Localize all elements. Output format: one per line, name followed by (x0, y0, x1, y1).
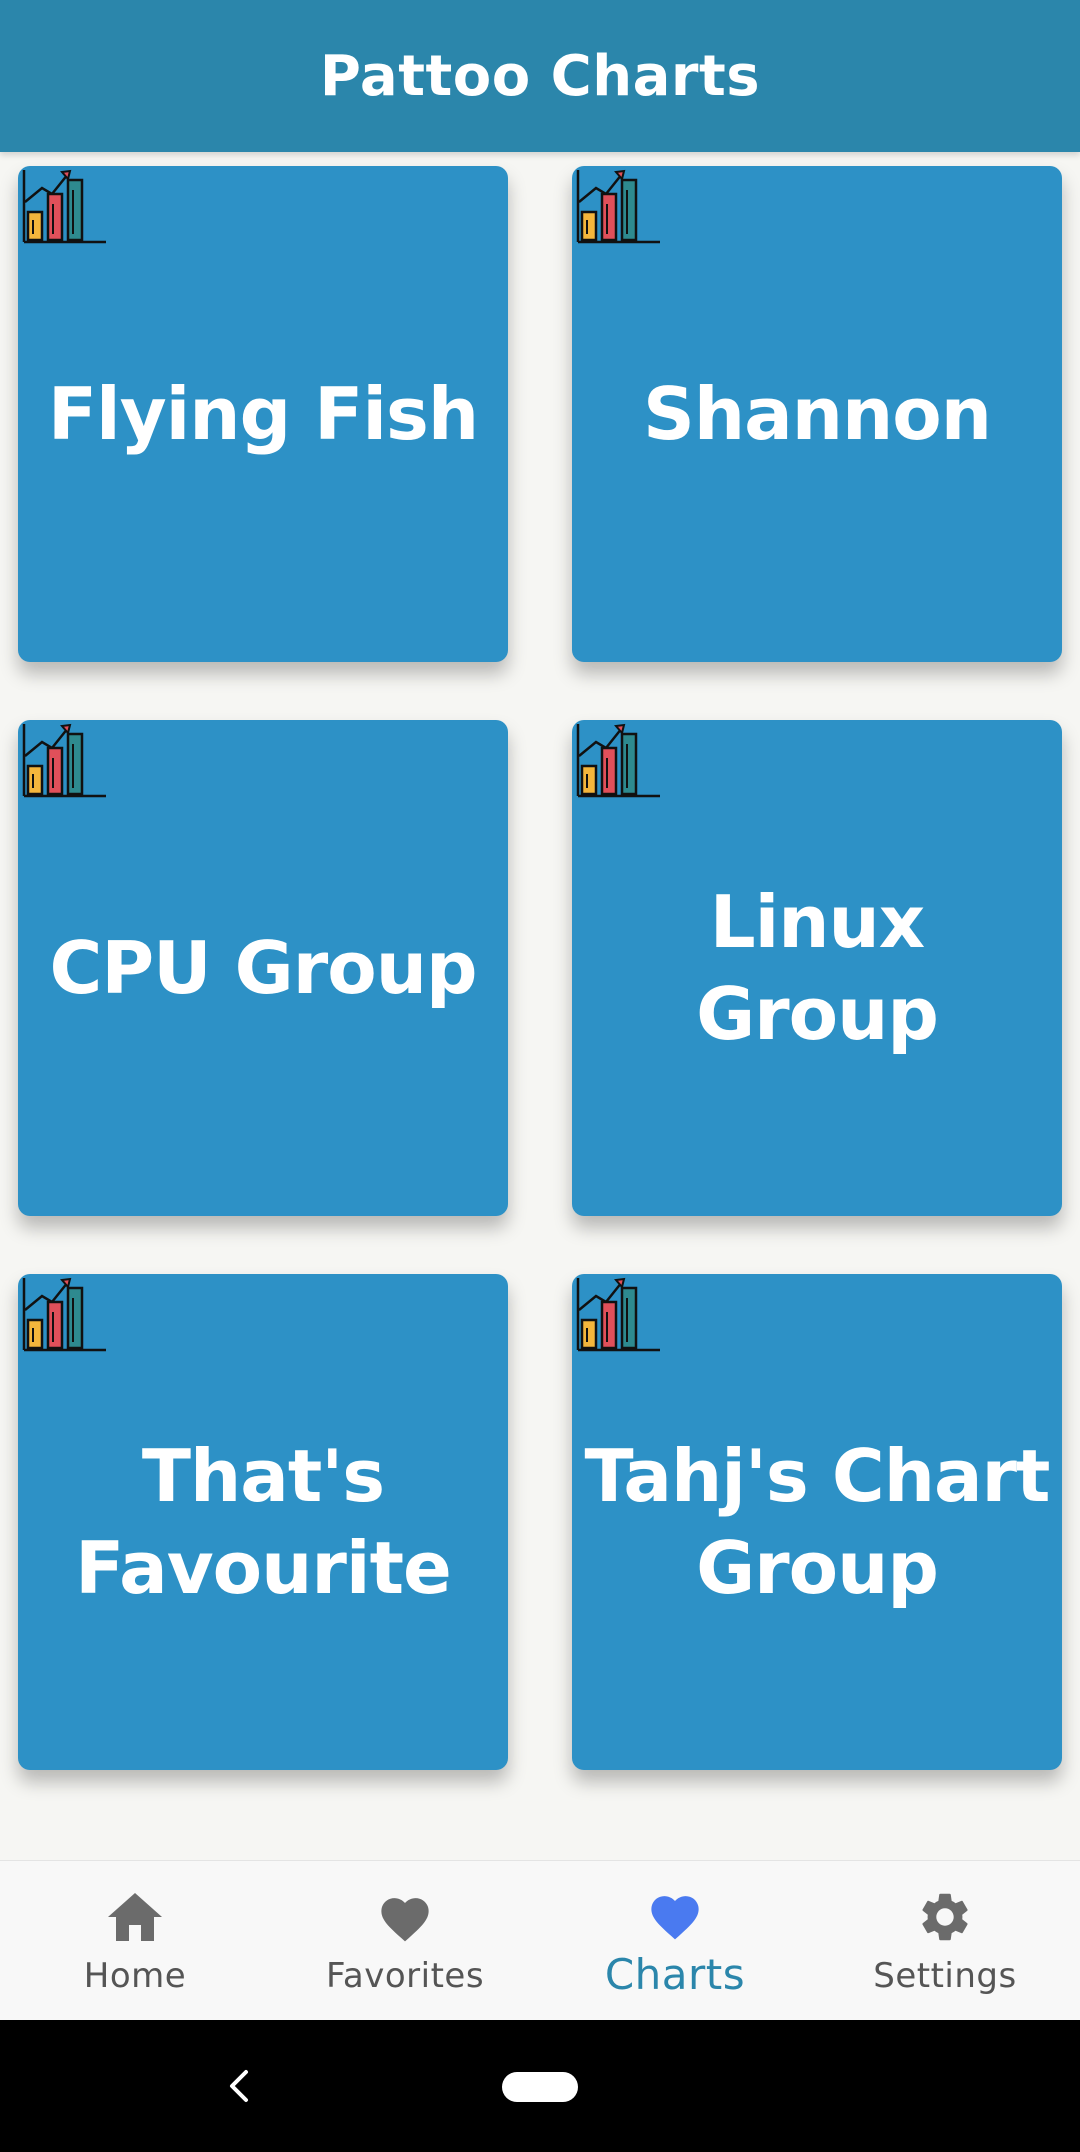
nav-charts[interactable]: Charts (540, 1861, 810, 2021)
nav-home-label: Home (83, 1956, 187, 1996)
tile-label: Tahj's Chart Group (584, 1434, 1051, 1610)
heart-icon (374, 1886, 436, 1948)
chart-group-tile-thats-favourite[interactable]: That's Favourite (18, 1274, 508, 1770)
bottom-navigation: Home Favorites Charts Settings (0, 1860, 1080, 2021)
app-bar: Pattoo Charts (0, 0, 1080, 152)
chart-group-grid: Flying Fish Shannon (0, 152, 1080, 1860)
chart-group-tile-linux-group[interactable]: Linux Group (572, 720, 1062, 1216)
page-title: Pattoo Charts (319, 43, 761, 109)
chart-group-tile-tahjs-chart-group[interactable]: Tahj's Chart Group (572, 1274, 1062, 1770)
nav-settings[interactable]: Settings (810, 1861, 1080, 2021)
heart-icon (644, 1884, 706, 1946)
bar-chart-icon (576, 723, 660, 798)
tile-label: CPU Group (49, 926, 477, 1010)
tile-label: Shannon (643, 372, 992, 456)
nav-settings-label: Settings (873, 1956, 1017, 1996)
bar-chart-icon (576, 1277, 660, 1352)
gear-icon (914, 1886, 976, 1948)
bar-chart-icon (576, 169, 660, 244)
nav-favorites[interactable]: Favorites (270, 1861, 540, 2021)
chart-group-tile-shannon[interactable]: Shannon (572, 166, 1062, 662)
system-navigation-bar (0, 2020, 1080, 2152)
nav-charts-label: Charts (604, 1949, 746, 1999)
chart-group-tile-cpu-group[interactable]: CPU Group (18, 720, 508, 1216)
bar-chart-icon (22, 1277, 106, 1352)
tile-label: Linux Group (696, 880, 939, 1056)
nav-home[interactable]: Home (0, 1861, 270, 2021)
tile-label: Flying Fish (47, 372, 479, 456)
nav-favorites-label: Favorites (325, 1956, 485, 1996)
tile-label: That's Favourite (75, 1434, 452, 1610)
bar-chart-icon (22, 723, 106, 798)
chart-group-tile-flying-fish[interactable]: Flying Fish (18, 166, 508, 662)
back-icon[interactable] (222, 2064, 256, 2108)
bar-chart-icon (22, 169, 106, 244)
home-pill-button[interactable] (502, 2072, 578, 2102)
home-icon (104, 1886, 166, 1948)
